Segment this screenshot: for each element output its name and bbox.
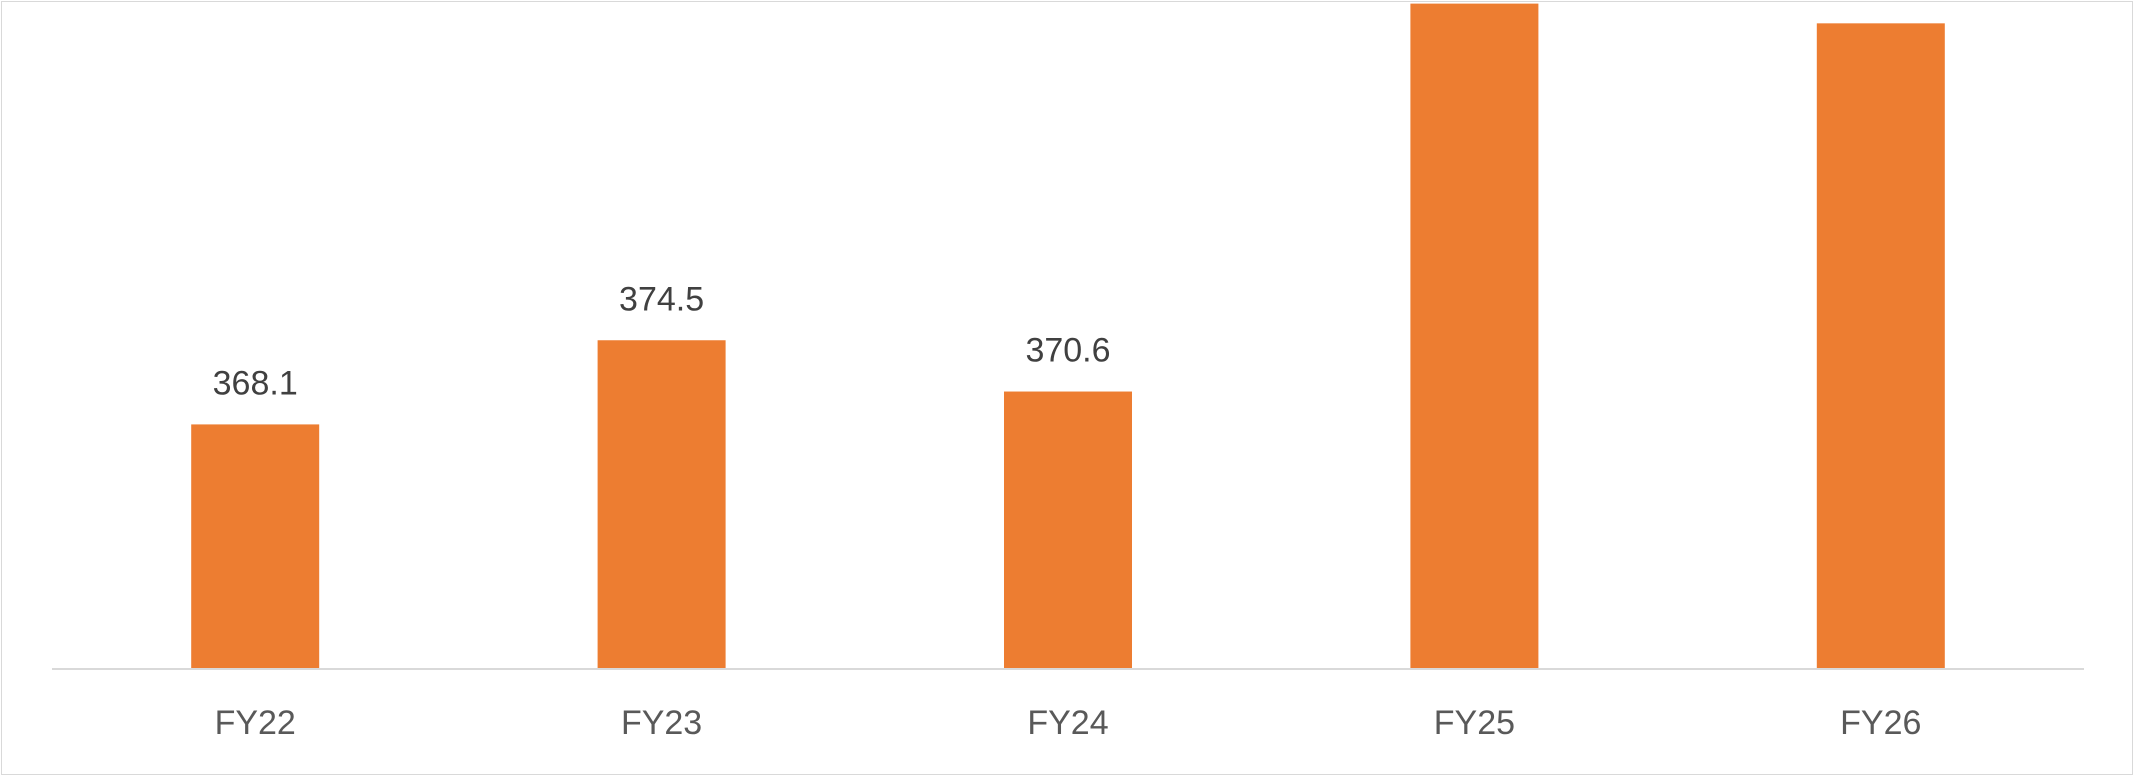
bar-fy24 — [1004, 391, 1132, 669]
x-tick-label-fy22: FY22 — [215, 704, 296, 742]
bar-series — [191, 3, 1945, 670]
bar-fy25 — [1410, 3, 1539, 670]
x-tick-label-fy23: FY23 — [621, 704, 702, 742]
x-tick-label-fy25: FY25 — [1434, 704, 1515, 742]
x-tick-label-fy26: FY26 — [1840, 704, 1921, 742]
bar-fy22 — [191, 424, 320, 669]
x-axis-tick-labels: FY22 FY23 FY24 FY25 FY26 — [215, 704, 1922, 742]
x-tick-label-fy24: FY24 — [1027, 704, 1108, 742]
data-label-fy24: 370.6 — [1025, 332, 1110, 370]
bar-fy26 — [1816, 23, 1945, 669]
data-label-fy23: 374.5 — [619, 280, 704, 318]
data-label-fy26: 398.6 — [1838, 0, 1923, 1]
data-label-fy22: 368.1 — [213, 364, 298, 402]
bar-fy23 — [597, 340, 726, 669]
